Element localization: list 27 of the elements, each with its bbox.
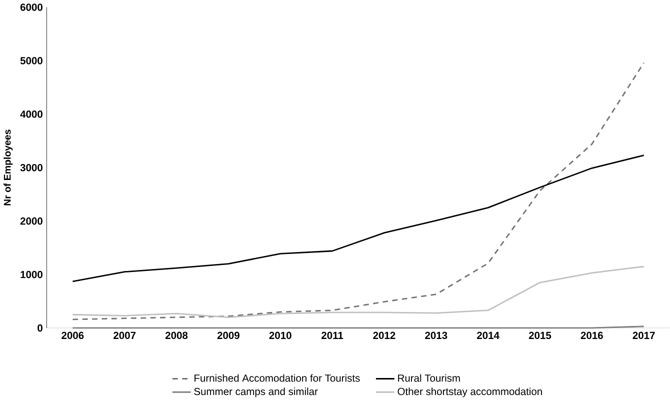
x-tick-label: 2015 xyxy=(528,332,552,340)
legend-label: Rural Tourism xyxy=(398,374,460,382)
y-tick-label: 0 xyxy=(38,324,42,332)
y-tick-label: 6000 xyxy=(20,4,42,11)
x-tick-label: 2017 xyxy=(632,332,655,340)
legend-label: Furnished Accomodation for Tourists xyxy=(194,374,360,382)
x-tick-label: 2012 xyxy=(373,332,396,340)
x-tick-label: 2014 xyxy=(477,332,500,340)
x-tick-label: 2007 xyxy=(114,332,136,340)
x-tick-label: 2010 xyxy=(269,332,292,340)
legend-label: Other shortstay accommodation xyxy=(398,388,542,398)
y-tick-label: 3000 xyxy=(20,164,42,172)
x-tick-label: 2013 xyxy=(425,332,448,340)
x-tick-label: 2016 xyxy=(580,332,603,340)
y-axis-title: Nr of Employees xyxy=(4,130,13,206)
x-tick-label: 2009 xyxy=(217,332,240,340)
x-tick-label: 2008 xyxy=(165,332,188,340)
y-tick-label: 2000 xyxy=(20,217,42,225)
line-series xyxy=(72,154,645,282)
x-tick-label: 2011 xyxy=(322,332,344,340)
y-tick-label: 5000 xyxy=(20,57,42,64)
line-series xyxy=(72,266,645,318)
y-tick-label: 4000 xyxy=(20,110,42,118)
x-tick-label: 2006 xyxy=(62,332,84,340)
legend-label: Summer camps and similar xyxy=(194,388,318,398)
y-tick-label: 1000 xyxy=(20,270,42,278)
line-series xyxy=(72,62,645,320)
